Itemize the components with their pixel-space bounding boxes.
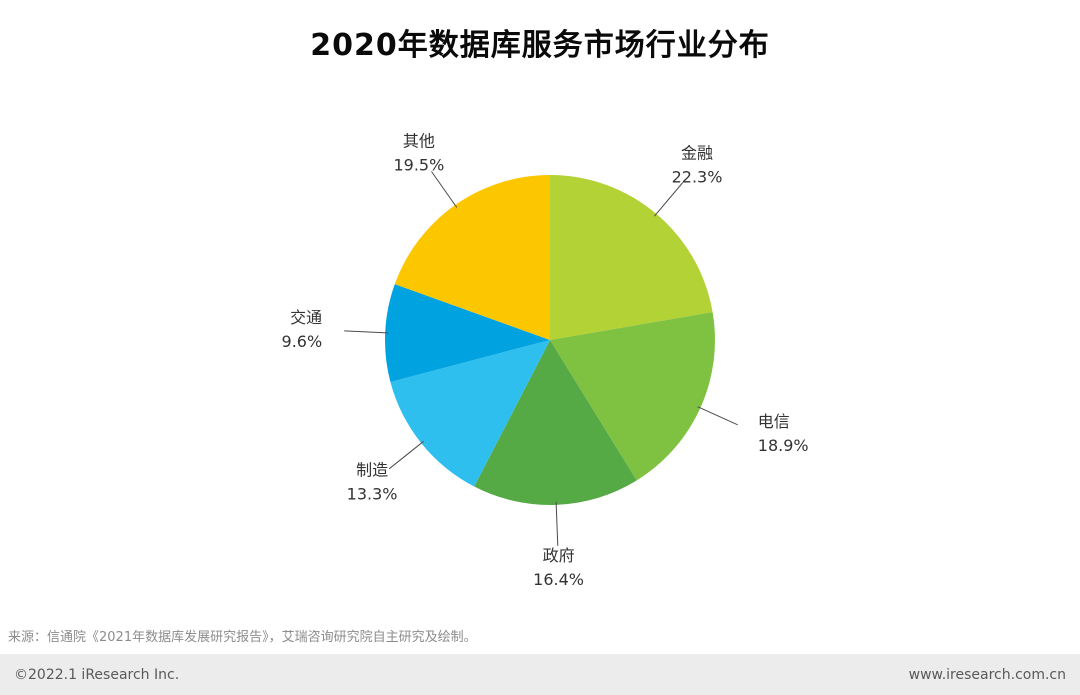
slice-label-制造: 制造 13.3% xyxy=(347,461,398,504)
slice-label-政府: 政府 16.4% xyxy=(533,546,584,589)
chart-title: 2020年数据库服务市场行业分布 xyxy=(310,28,770,63)
leader-line-交通 xyxy=(344,330,389,334)
pie-chart: 金融 22.3% 电信 18.9% 政府 16.4% 制造 13.3% 交通 9.6% 其他 19.5… xyxy=(282,132,809,589)
footer-bar: ©2022.1 iResearch Inc. www.iresearch.com… xyxy=(0,654,1080,695)
pie-slice-电信 xyxy=(550,312,715,481)
slice-label-交通: 交通 9.6% xyxy=(282,308,323,351)
pie-slice-其他 xyxy=(394,175,550,340)
leader-line-其他 xyxy=(431,171,458,208)
footer-copyright: ©2022.1 iResearch Inc. xyxy=(14,666,180,683)
pie-slice-制造 xyxy=(390,340,550,487)
leader-line-制造 xyxy=(388,440,424,470)
slice-label-其他: 其他 19.5% xyxy=(393,132,444,175)
leader-line-电信 xyxy=(697,406,738,426)
pie-slice-交通 xyxy=(384,284,550,382)
pie-slice-政府 xyxy=(474,340,637,505)
slice-label-电信: 电信 18.9% xyxy=(758,412,809,455)
slice-label-金融: 金融 22.3% xyxy=(672,144,723,187)
leader-line-政府 xyxy=(555,501,559,546)
pie-slice-金融 xyxy=(550,175,713,340)
leader-line-金融 xyxy=(654,182,684,217)
footer-website: www.iresearch.com.cn xyxy=(908,666,1066,683)
source-note: 来源：信通院《2021年数据库发展研究报告》，艾瑞咨询研究院自主研究及绘制。 xyxy=(8,630,477,645)
